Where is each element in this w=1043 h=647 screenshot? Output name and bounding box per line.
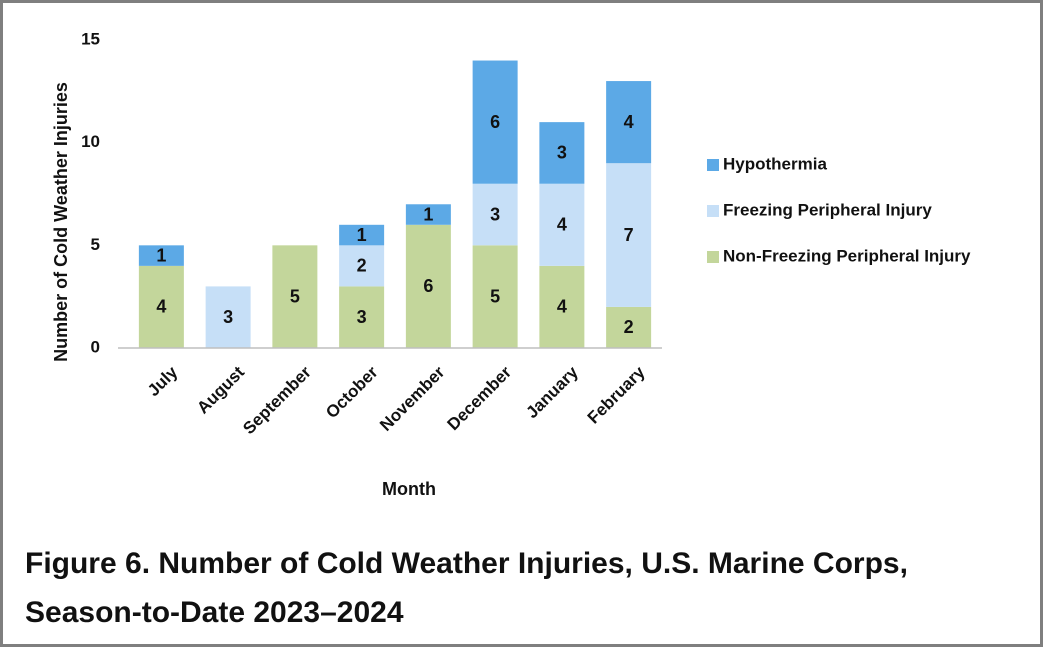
y-tick-label: 15 — [81, 29, 100, 48]
bar-segment — [472, 60, 518, 184]
chart-title-line2: Season-to-Date 2023–2024 — [25, 596, 404, 629]
legend-label: Hypothermia — [723, 154, 827, 173]
data-label: 6 — [490, 112, 500, 132]
bar-segment — [606, 306, 652, 348]
bar-segment — [606, 81, 652, 164]
chart-title: Figure 6. Number of Cold Weather Injurie… — [25, 547, 908, 580]
data-label: 1 — [357, 225, 367, 245]
data-label: 3 — [223, 307, 233, 327]
bar-segment — [405, 204, 451, 225]
bar-segment — [339, 224, 385, 246]
legend-label: Non-Freezing Peripheral Injury — [723, 246, 971, 265]
data-label: 3 — [557, 143, 567, 163]
bar-segment — [472, 183, 518, 246]
data-label: 5 — [290, 286, 300, 306]
y-axis-label: Number of Cold Weather Injuries — [51, 82, 71, 362]
bar-segment — [405, 224, 451, 348]
data-label: 4 — [156, 297, 166, 317]
x-axis-label: Month — [382, 479, 436, 499]
data-label: 2 — [624, 317, 634, 337]
data-label: 1 — [423, 204, 433, 224]
bar-segment — [472, 245, 518, 348]
data-label: 3 — [490, 204, 500, 224]
legend-swatch — [707, 205, 719, 217]
bar-segment — [539, 265, 585, 348]
bar-segment — [272, 245, 318, 348]
data-label: 4 — [557, 297, 567, 317]
bar-segment — [606, 163, 652, 307]
bar-segment — [539, 183, 585, 266]
bar-segment — [138, 245, 184, 266]
bar-segment — [339, 286, 385, 348]
data-label: 3 — [357, 307, 367, 327]
legend-swatch — [707, 251, 719, 263]
legend-label: Freezing Peripheral Injury — [723, 200, 932, 219]
bar-segment — [539, 122, 585, 184]
legend-swatch — [707, 159, 719, 171]
data-label: 4 — [557, 215, 567, 235]
data-label: 2 — [357, 256, 367, 276]
y-tick-label: 0 — [91, 337, 100, 356]
data-label: 6 — [423, 276, 433, 296]
y-tick-label: 10 — [81, 132, 100, 151]
bar-segment — [339, 245, 385, 287]
data-label: 4 — [624, 112, 634, 132]
data-label: 7 — [624, 225, 634, 245]
bar-segment — [205, 286, 251, 348]
y-tick-label: 5 — [91, 235, 100, 254]
data-label: 5 — [490, 286, 500, 306]
data-label: 1 — [156, 245, 166, 265]
bar-segment — [138, 265, 184, 348]
